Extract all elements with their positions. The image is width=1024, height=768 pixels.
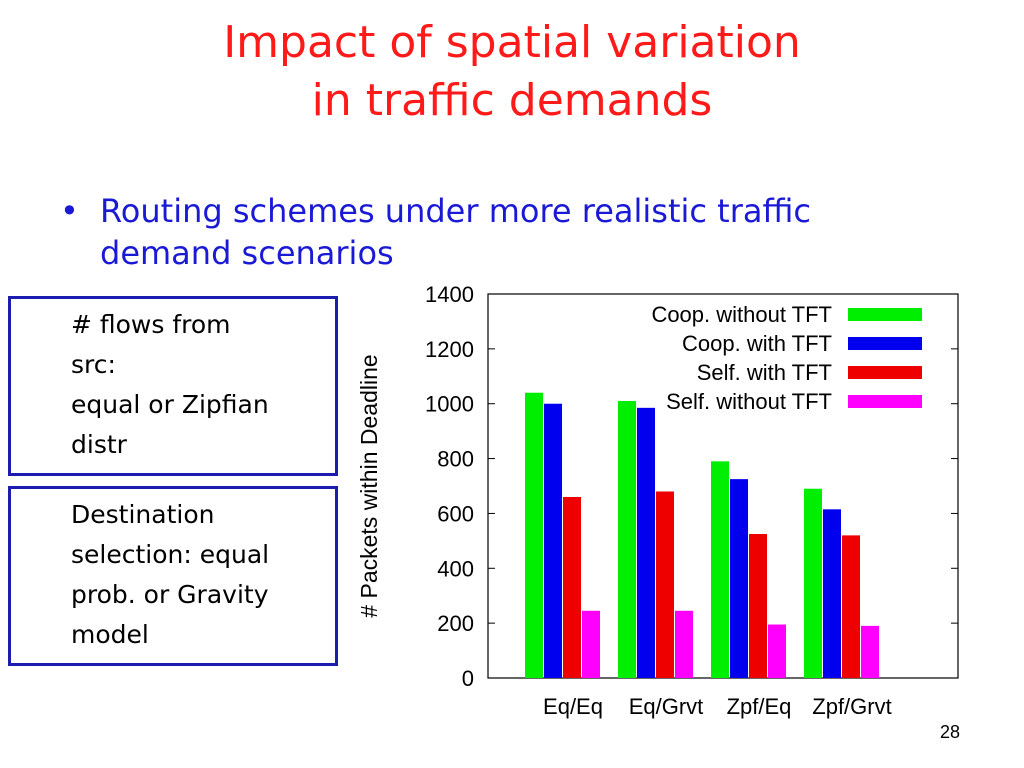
y-tick-label: 800 <box>437 447 474 472</box>
bar <box>656 491 674 678</box>
destination-info-line: prob. or Gravity <box>71 580 269 609</box>
slide-number: 28 <box>939 722 960 742</box>
y-tick-label: 200 <box>437 611 474 636</box>
bar-chart: 0 200 400 600 800 1000 1200 1400 # Packets withi… <box>356 282 959 719</box>
legend-swatch <box>848 337 922 350</box>
bar <box>563 496 581 678</box>
bar <box>637 407 655 678</box>
y-tick-label: 1400 <box>425 282 474 307</box>
legend-label: Coop. with TFT <box>682 331 832 356</box>
bar <box>582 610 600 678</box>
x-tick-label: Eq/Grvt <box>629 694 704 719</box>
bar <box>842 535 860 678</box>
bar <box>861 625 879 678</box>
legend-swatch <box>848 395 922 408</box>
y-tick-label: 0 <box>462 666 474 691</box>
legend-label: Self. with TFT <box>697 360 832 385</box>
x-tick-label: Eq/Eq <box>543 694 603 719</box>
x-tick-label: Zpf/Grvt <box>812 694 891 719</box>
bar <box>768 624 786 678</box>
bar <box>675 610 693 678</box>
bar <box>730 479 748 678</box>
bullet-text: Routing schemes under more realistic tra… <box>100 190 960 274</box>
legend-swatch <box>848 308 922 321</box>
bullet-marker: • <box>60 192 79 230</box>
bar <box>618 400 636 678</box>
flows-info-line: src: <box>71 350 116 379</box>
legend-label: Coop. without TFT <box>651 302 832 327</box>
bullet-text-line-2: demand scenarios <box>100 234 394 272</box>
bullet-text-line-1: Routing schemes under more realistic tra… <box>100 192 811 230</box>
y-axis-label: # Packets within Deadline <box>356 354 382 617</box>
bar <box>544 403 562 678</box>
title-line-2: in traffic demands <box>311 75 713 126</box>
destination-info-box: Destination selection: equal prob. or Gr… <box>8 486 338 666</box>
destination-info-text: Destination selection: equal prob. or Gr… <box>71 495 341 655</box>
flows-info-box: # flows from src: equal or Zipfian distr <box>8 296 338 476</box>
slide-title: Impact of spatial variation in traffic d… <box>0 14 1024 130</box>
destination-info-line: selection: equal <box>71 540 270 569</box>
flows-info-line: equal or Zipfian <box>71 390 269 419</box>
bar <box>711 461 729 678</box>
bar <box>749 534 767 678</box>
y-tick-label: 600 <box>437 501 474 526</box>
bar <box>823 509 841 678</box>
flows-info-text: # flows from src: equal or Zipfian distr <box>71 305 341 465</box>
bar <box>525 392 543 678</box>
x-tick-label: Zpf/Eq <box>727 694 792 719</box>
y-tick-label: 1000 <box>425 392 474 417</box>
flows-info-line: distr <box>71 430 127 459</box>
destination-info-line: model <box>71 620 149 649</box>
bar <box>804 488 822 678</box>
title-line-1: Impact of spatial variation <box>223 17 801 68</box>
flows-info-line: # flows from <box>71 310 231 339</box>
y-tick-label: 400 <box>437 556 474 581</box>
y-tick-label: 1200 <box>425 337 474 362</box>
legend-swatch <box>848 366 922 379</box>
destination-info-line: Destination <box>71 500 215 529</box>
legend-label: Self. without TFT <box>666 389 832 414</box>
